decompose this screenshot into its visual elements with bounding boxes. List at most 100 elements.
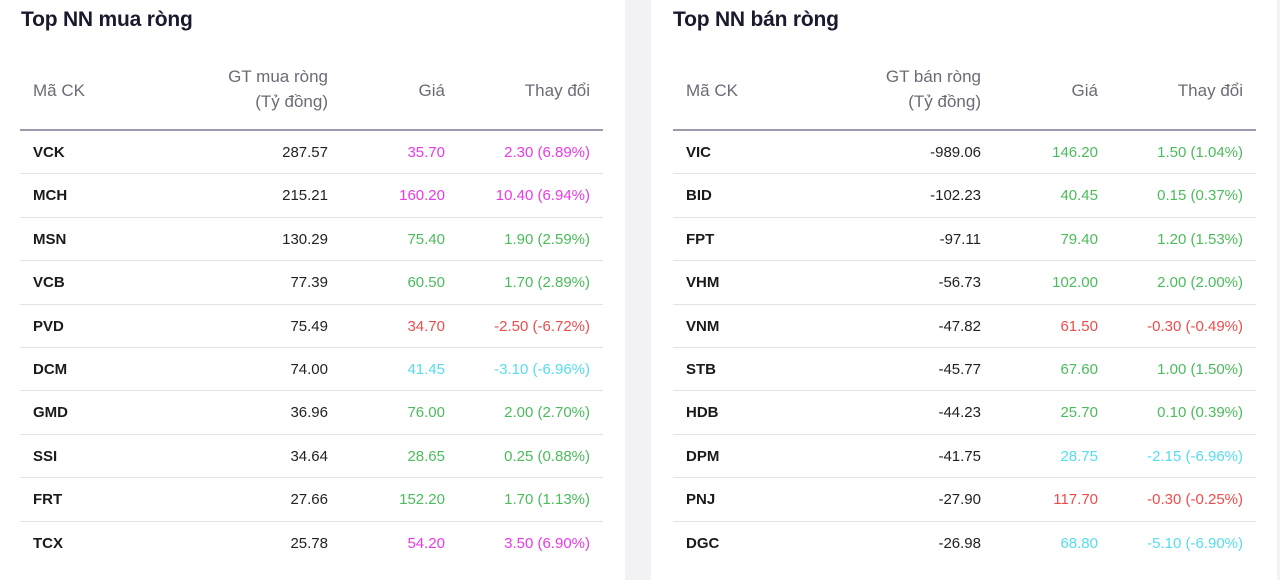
table-row[interactable]: BID -102.23 40.45 0.15 (0.37%) — [673, 174, 1256, 218]
net-value: -44.23 — [938, 404, 981, 422]
price: 54.20 — [407, 534, 445, 552]
net-value: 75.49 — [290, 317, 328, 335]
panel-title: Top NN bán ròng — [673, 8, 839, 31]
stock-symbol[interactable]: FRT — [33, 491, 63, 509]
table-row[interactable]: SSI 34.64 28.65 0.25 (0.88%) — [20, 435, 603, 479]
table-row[interactable]: DGC -26.98 68.80 -5.10 (-6.90%) — [673, 522, 1256, 565]
table-row[interactable]: VCB 77.39 60.50 1.70 (2.89%) — [20, 261, 603, 305]
price: 35.70 — [407, 144, 445, 161]
price: 102.00 — [1052, 274, 1098, 292]
net-value: -27.90 — [938, 491, 981, 509]
stock-symbol[interactable]: SSI — [33, 447, 58, 465]
price: 67.60 — [1060, 360, 1098, 378]
price: 60.50 — [407, 274, 445, 292]
net-value: 287.57 — [282, 144, 328, 161]
top-foreign-net-sell-panel: Top NN bán ròng Mã CK GT bán ròng (Tỷ đồ… — [651, 0, 1277, 580]
header-net-sell-value: GT bán ròng (Tỷ đồng) — [886, 64, 981, 114]
panel-title: Top NN mua ròng — [21, 8, 193, 31]
net-value: -102.23 — [930, 187, 981, 205]
net-value: -41.75 — [938, 447, 981, 465]
table-row[interactable]: FRT 27.66 152.20 1.70 (1.13%) — [20, 478, 603, 522]
top-foreign-net-buy-panel: Top NN mua ròng Mã CK GT mua ròng (Tỷ đồ… — [0, 0, 625, 580]
net-value: 77.39 — [290, 274, 328, 292]
price: 41.45 — [407, 360, 445, 378]
table-header: Mã CK GT mua ròng (Tỷ đồng) Giá Thay đổi — [20, 60, 603, 131]
price-change: 2.30 (6.89%) — [504, 144, 590, 161]
net-value: 25.78 — [290, 534, 328, 552]
price: 75.40 — [407, 230, 445, 248]
table-row[interactable]: VHM -56.73 102.00 2.00 (2.00%) — [673, 261, 1256, 305]
net-sell-table: Mã CK GT bán ròng (Tỷ đồng) Giá Thay đổi… — [673, 60, 1256, 565]
table-row[interactable]: GMD 36.96 76.00 2.00 (2.70%) — [20, 391, 603, 435]
price-change: -0.30 (-0.25%) — [1147, 491, 1243, 509]
stock-symbol[interactable]: VIC — [686, 144, 712, 161]
stock-symbol[interactable]: DCM — [33, 360, 68, 378]
stock-symbol[interactable]: GMD — [33, 404, 68, 422]
table-row[interactable]: STB -45.77 67.60 1.00 (1.50%) — [673, 348, 1256, 392]
net-buy-table: Mã CK GT mua ròng (Tỷ đồng) Giá Thay đổi… — [20, 60, 603, 565]
net-value: 74.00 — [290, 360, 328, 378]
price-change: 1.90 (2.59%) — [504, 230, 590, 248]
price-change: 0.25 (0.88%) — [504, 447, 590, 465]
stock-symbol[interactable]: VHM — [686, 274, 720, 292]
table-row[interactable]: TCX 25.78 54.20 3.50 (6.90%) — [20, 522, 603, 565]
table-row[interactable]: DPM -41.75 28.75 -2.15 (-6.96%) — [673, 435, 1256, 479]
stock-symbol[interactable]: BID — [686, 187, 712, 205]
price-change: 0.15 (0.37%) — [1157, 187, 1243, 205]
table-row[interactable]: DCM 74.00 41.45 -3.10 (-6.96%) — [20, 348, 603, 392]
header-symbol: Mã CK — [686, 81, 738, 100]
header-change: Thay đổi — [524, 81, 590, 100]
price: 152.20 — [399, 491, 445, 509]
table-body: VIC -989.06 146.20 1.50 (1.04%) BID -102.23 40… — [673, 131, 1256, 565]
table-row[interactable]: VNM -47.82 61.50 -0.30 (-0.49%) — [673, 305, 1256, 348]
price-change: 1.50 (1.04%) — [1157, 144, 1243, 161]
net-value: -47.82 — [938, 317, 981, 335]
price: 76.00 — [407, 404, 445, 422]
header-net-buy-value: GT mua ròng (Tỷ đồng) — [228, 64, 328, 114]
table-row[interactable]: PVD 75.49 34.70 -2.50 (-6.72%) — [20, 305, 603, 348]
price: 117.70 — [1053, 491, 1098, 509]
net-value: 27.66 — [290, 491, 328, 509]
price-change: 10.40 (6.94%) — [495, 187, 590, 205]
price-change: -2.50 (-6.72%) — [494, 317, 590, 335]
stock-symbol[interactable]: TCX — [33, 534, 63, 552]
stock-symbol[interactable]: HDB — [686, 404, 719, 422]
header-price: Giá — [418, 81, 445, 100]
stock-symbol[interactable]: MSN — [33, 230, 67, 248]
price-change: 3.50 (6.90%) — [504, 534, 590, 552]
price: 79.40 — [1060, 230, 1098, 248]
net-value: -989.06 — [930, 144, 981, 161]
price-change: 1.70 (2.89%) — [504, 274, 590, 292]
stock-symbol[interactable]: PVD — [33, 317, 64, 335]
stock-symbol[interactable]: VCB — [33, 274, 65, 292]
stock-symbol[interactable]: DPM — [686, 447, 720, 465]
net-value: -26.98 — [938, 534, 981, 552]
net-value: -45.77 — [938, 360, 981, 378]
stock-symbol[interactable]: DGC — [686, 534, 720, 552]
net-value: -56.73 — [938, 274, 981, 292]
price-change: -5.10 (-6.90%) — [1147, 534, 1243, 552]
header-value-line2: (Tỷ đồng) — [255, 92, 328, 111]
table-row[interactable]: MSN 130.29 75.40 1.90 (2.59%) — [20, 218, 603, 262]
header-value-line1: GT bán ròng — [885, 67, 981, 86]
header-value-line1: GT mua ròng — [228, 67, 328, 86]
stock-symbol[interactable]: VCK — [33, 144, 65, 161]
table-header: Mã CK GT bán ròng (Tỷ đồng) Giá Thay đổi — [673, 60, 1256, 131]
stock-symbol[interactable]: STB — [686, 360, 716, 378]
table-row[interactable]: VCK 287.57 35.70 2.30 (6.89%) — [20, 131, 603, 175]
stock-symbol[interactable]: VNM — [686, 317, 720, 335]
net-value: 34.64 — [290, 447, 328, 465]
table-row[interactable]: FPT -97.11 79.40 1.20 (1.53%) — [673, 218, 1256, 262]
stock-symbol[interactable]: FPT — [686, 230, 715, 248]
table-row[interactable]: VIC -989.06 146.20 1.50 (1.04%) — [673, 131, 1256, 175]
price-change: 1.70 (1.13%) — [504, 491, 590, 509]
price-change: -2.15 (-6.96%) — [1147, 447, 1243, 465]
price-change: -0.30 (-0.49%) — [1147, 317, 1243, 335]
stock-symbol[interactable]: PNJ — [686, 491, 716, 509]
table-row[interactable]: MCH 215.21 160.20 10.40 (6.94%) — [20, 174, 603, 218]
table-row[interactable]: HDB -44.23 25.70 0.10 (0.39%) — [673, 391, 1256, 435]
price: 160.20 — [399, 187, 445, 205]
stock-symbol[interactable]: MCH — [33, 187, 68, 205]
table-row[interactable]: PNJ -27.90 117.70 -0.30 (-0.25%) — [673, 478, 1256, 522]
price: 28.65 — [407, 447, 445, 465]
